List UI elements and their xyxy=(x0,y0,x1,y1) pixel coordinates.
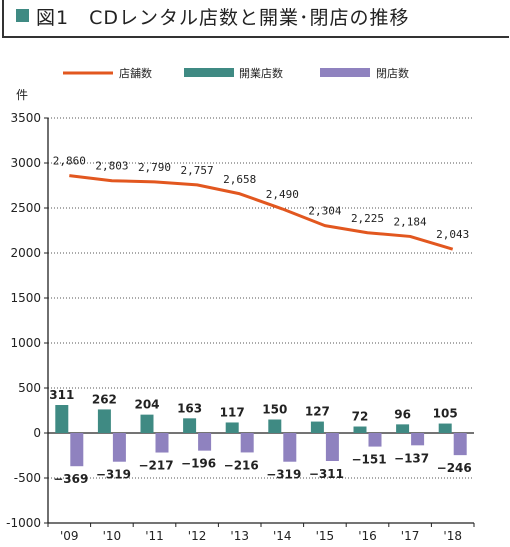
bar-closed-label: −216 xyxy=(224,458,259,472)
bar-closed xyxy=(240,433,254,453)
bar-closed-label: −151 xyxy=(351,453,386,467)
line-point-label: 2,658 xyxy=(223,173,256,186)
bar-opened xyxy=(310,421,324,433)
bar-opened xyxy=(183,418,197,433)
line-point-label: 2,490 xyxy=(266,188,299,201)
x-tick-label: '17 xyxy=(401,529,420,543)
x-tick-label: '14 xyxy=(273,529,292,543)
y-tick-label: -1000 xyxy=(6,516,41,530)
legend-line-label: 店舗数 xyxy=(119,66,152,80)
y-tick-label: 2500 xyxy=(10,201,41,215)
bar-closed xyxy=(453,433,467,456)
bar-closed-label: −369 xyxy=(53,472,88,486)
title-bar: 図1 CDレンタル店数と開業･閉店の推移 xyxy=(2,0,509,38)
bar-opened-label: 262 xyxy=(92,392,117,406)
chart-title: 図1 CDレンタル店数と開業･閉店の推移 xyxy=(36,7,410,29)
bar-opened-label: 150 xyxy=(262,403,287,417)
bar-opened-label: 117 xyxy=(220,405,245,419)
y-tick-label: 1000 xyxy=(10,336,41,350)
bar-opened xyxy=(97,409,111,433)
line-point-label: 2,043 xyxy=(436,228,469,241)
line-point-label: 2,860 xyxy=(53,155,86,168)
bar-opened xyxy=(396,424,410,433)
x-tick-label: '13 xyxy=(230,529,249,543)
legend-opened-swatch xyxy=(184,68,234,77)
line-point-label: 2,803 xyxy=(95,160,128,173)
y-tick-label: 2000 xyxy=(10,246,41,260)
bar-closed xyxy=(112,433,126,462)
bar-closed xyxy=(70,433,84,467)
bar-closed xyxy=(283,433,297,462)
bar-closed xyxy=(325,433,339,461)
legend-closed-label: 閉店数 xyxy=(376,66,409,80)
line-point-label: 2,184 xyxy=(394,215,427,228)
bar-closed xyxy=(411,433,425,446)
bar-opened-label: 163 xyxy=(177,401,202,415)
y-tick-label: 3500 xyxy=(10,111,41,125)
bar-opened-label: 204 xyxy=(134,398,159,412)
y-tick-label: -500 xyxy=(14,471,41,485)
x-tick-label: '09 xyxy=(60,529,79,543)
bar-opened-label: 127 xyxy=(305,405,330,419)
bar-closed-label: −319 xyxy=(96,468,131,482)
y-unit-label: 件 xyxy=(16,88,28,102)
line-point-label: 2,225 xyxy=(351,212,384,225)
bar-opened xyxy=(353,426,367,433)
line-store-count xyxy=(69,174,454,251)
bar-opened-label: 96 xyxy=(394,407,411,421)
bar-opened-label: 72 xyxy=(352,410,369,424)
y-tick-label: 1500 xyxy=(10,291,41,305)
x-tick-label: '15 xyxy=(316,529,335,543)
x-tick-label: '10 xyxy=(103,529,122,543)
bar-closed xyxy=(368,433,382,447)
x-tick-label: '12 xyxy=(188,529,207,543)
bar-opened xyxy=(438,423,452,433)
line-point-label: 2,757 xyxy=(181,164,214,177)
bar-opened-label: 311 xyxy=(49,388,74,402)
y-tick-label: 500 xyxy=(18,381,41,395)
bar-opened xyxy=(225,422,239,433)
bar-opened xyxy=(268,419,282,433)
bar-closed-label: −319 xyxy=(266,468,301,482)
bar-closed xyxy=(155,433,169,453)
y-tick-label: 0 xyxy=(33,426,41,440)
legend-opened-label: 開業店数 xyxy=(239,66,283,80)
legend-closed-swatch xyxy=(320,68,370,77)
bar-closed-label: −246 xyxy=(437,461,472,475)
bar-opened-label: 105 xyxy=(433,407,458,421)
line-point-label: 2,304 xyxy=(308,205,341,218)
bar-opened xyxy=(140,414,154,433)
bar-closed-label: −311 xyxy=(309,467,344,481)
bar-closed-label: −196 xyxy=(181,457,216,471)
y-tick-label: 3000 xyxy=(10,156,41,170)
x-tick-label: '16 xyxy=(358,529,377,543)
x-tick-label: '11 xyxy=(145,529,164,543)
bar-closed-label: −217 xyxy=(138,459,173,473)
title-square-icon xyxy=(16,9,29,22)
bar-closed-label: −137 xyxy=(394,451,429,465)
bar-closed xyxy=(198,433,212,451)
line-point-label: 2,790 xyxy=(138,161,171,174)
x-tick-label: '18 xyxy=(443,529,462,543)
bar-opened xyxy=(55,405,69,433)
